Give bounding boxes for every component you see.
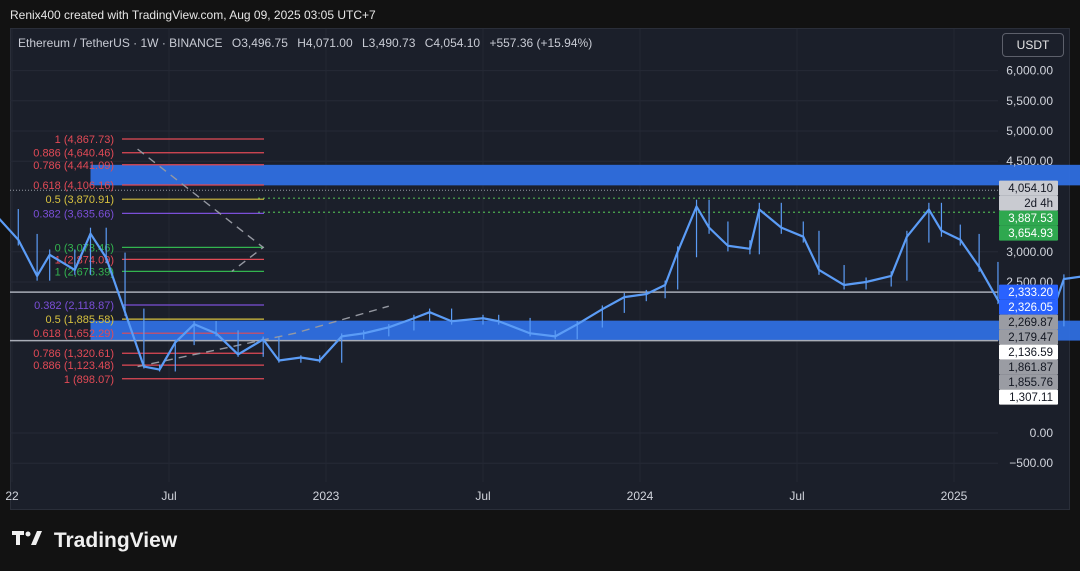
fib-level-label: 0.382 (3,635.66) bbox=[33, 208, 114, 220]
fib-level-label: 0.5 (1,885.58) bbox=[46, 314, 115, 326]
price-axis-tag bbox=[999, 314, 1058, 330]
level-lines-layer bbox=[10, 189, 998, 342]
price-axis-tag-text: 2,136.59 bbox=[1008, 347, 1053, 359]
fib-level-label: 0.618 (4,106.16) bbox=[33, 180, 114, 192]
symbol-pair[interactable]: Ethereum / TetherUS · 1W · BINANCE bbox=[18, 36, 223, 50]
chart-attribution: Renix400 created with TradingView.com, A… bbox=[10, 8, 376, 22]
zone-layer bbox=[90, 164, 1080, 341]
price-axis-tag-text: 4,054.10 bbox=[1008, 183, 1053, 195]
x-axis-tick-label: 2023 bbox=[313, 489, 340, 503]
fib-level-label: 1 (2,874.09) bbox=[55, 254, 114, 266]
candles-layer bbox=[0, 199, 1080, 372]
fib-level-label: 0.618 (1,652.29) bbox=[33, 328, 114, 340]
price-axis-tag-text: 2,269.87 bbox=[1008, 317, 1053, 329]
price-axis-tag bbox=[999, 344, 1058, 360]
x-axis-tick-label: 2025 bbox=[941, 489, 968, 503]
ohlc-close: C4,054.10 bbox=[424, 36, 481, 50]
price-axis-tag bbox=[999, 389, 1058, 405]
ohlc-high: H4,071.00 bbox=[297, 36, 353, 50]
x-axis: 22Jul2023Jul2024Jul2025Jul2026Jul2027Jul… bbox=[5, 489, 968, 503]
supply-demand-zone bbox=[90, 164, 1080, 186]
fib-level-label: 0.786 (4,441.09) bbox=[33, 160, 114, 172]
price-axis-tag-text: 2,333.20 bbox=[1008, 287, 1053, 299]
price-axis-tag-text: 3,654.93 bbox=[1008, 228, 1053, 240]
x-axis-tick-label: 22 bbox=[5, 489, 19, 503]
fib-level-label: 1 (4,867.73) bbox=[55, 134, 114, 146]
price-axis-tag-text: 2d 4h bbox=[1024, 198, 1053, 210]
price-axis-tag bbox=[999, 210, 1058, 226]
y-axis-tick-label: 5,500.00 bbox=[1006, 94, 1053, 108]
brand-name: TradingView bbox=[53, 529, 178, 552]
fib-level-label: 1 (2,676.39) bbox=[55, 266, 114, 278]
x-axis-tick-label: 2024 bbox=[627, 489, 654, 503]
y-axis-tick-label: 5,000.00 bbox=[1006, 124, 1053, 138]
price-axis-tag-text: 1,861.87 bbox=[1008, 362, 1053, 374]
price-axis-tag bbox=[999, 225, 1058, 241]
ohlc-change: +557.36 (+15.94%) bbox=[489, 36, 593, 50]
x-axis-tick-label: Jul bbox=[161, 489, 176, 503]
price-axis-tag-text: 2,326.05 bbox=[1008, 302, 1053, 314]
price-axis-tag-text: 2,179.47 bbox=[1008, 332, 1053, 344]
tradingview-logo-icon bbox=[12, 529, 42, 553]
y-axis: 6,000.00 5,500.00 5,000.00 4,500.00 3,000.00… bbox=[1006, 64, 1053, 471]
price-line bbox=[0, 205, 1080, 371]
y-axis-tick-label: −500.00 bbox=[1009, 456, 1053, 470]
supply-demand-zone bbox=[90, 320, 1080, 341]
fib-level-label: 0.5 (3,870.91) bbox=[46, 194, 115, 206]
grid-layer bbox=[10, 29, 998, 482]
y-axis-tick-label: 6,000.00 bbox=[1006, 64, 1053, 78]
price-axis-tag bbox=[999, 299, 1058, 315]
fib-level-label: 1 (898.07) bbox=[64, 374, 114, 386]
y-axis-tick-label: 0.00 bbox=[1030, 426, 1054, 440]
price-axis-tag bbox=[999, 329, 1058, 345]
y-axis-tick-label: 3,000.00 bbox=[1006, 245, 1053, 259]
price-axis-tag bbox=[999, 359, 1058, 375]
y-axis-tick-label: 4,500.00 bbox=[1006, 154, 1053, 168]
fib-level-label: 0.382 (2,118.87) bbox=[34, 300, 114, 312]
tradingview-brand: TradingView bbox=[12, 529, 177, 553]
price-axis-tag bbox=[999, 180, 1058, 196]
price-axis-tag bbox=[999, 374, 1058, 390]
price-axis-tag bbox=[999, 195, 1058, 211]
fib-level-label: 0.886 (4,640.46) bbox=[33, 148, 114, 160]
fib-level-label: 0.786 (1,320.61) bbox=[33, 348, 114, 360]
price-axis-tag bbox=[999, 284, 1058, 300]
price-axis-tag-text: 3,887.53 bbox=[1008, 213, 1053, 225]
currency-button[interactable]: USDT bbox=[1002, 33, 1064, 57]
price-axis-tag-text: 1,855.76 bbox=[1008, 377, 1053, 389]
symbol-info: Ethereum / TetherUS · 1W · BINANCE O3,49… bbox=[18, 36, 598, 50]
fib-level-label: 0.886 (1,123.48) bbox=[33, 360, 114, 372]
price-labels: 4,054.10 2d 4h 3,887.53 3,654.93 2,333.20 2,3… bbox=[999, 180, 1058, 405]
fib-layer: 1 (4,867.73) 0.886 (4,640.46)0.786 (4,441… bbox=[33, 134, 389, 386]
ohlc-low: L3,490.73 bbox=[361, 36, 416, 50]
x-axis-tick-label: Jul bbox=[789, 489, 804, 503]
price-axis-tag-text: 1,307.11 bbox=[1009, 392, 1053, 404]
ohlc-open: O3,496.75 bbox=[231, 36, 288, 50]
fib-trend-connector bbox=[137, 148, 389, 368]
x-axis-tick-label: Jul bbox=[475, 489, 490, 503]
